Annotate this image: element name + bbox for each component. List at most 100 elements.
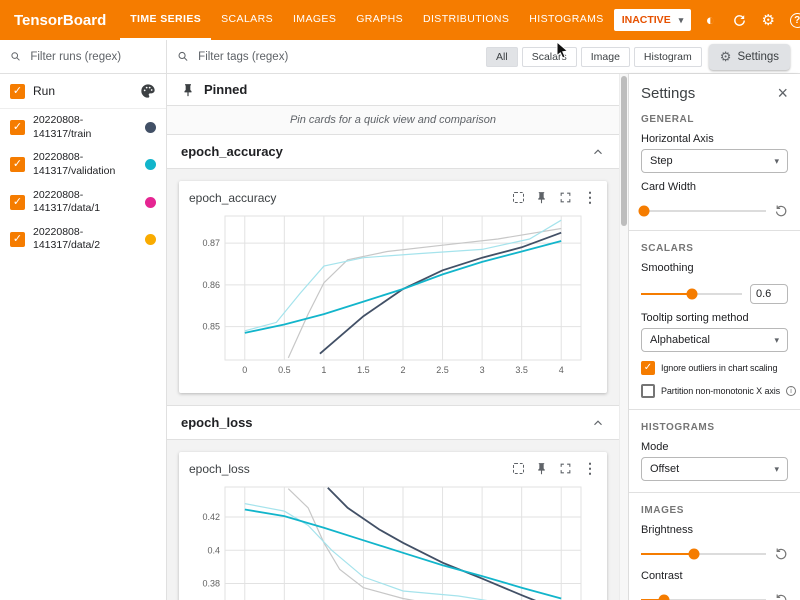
run-row-data2[interactable]: ✓ 20220808-141317/data/2 <box>0 221 166 258</box>
epoch-loss-chart[interactable]: 00.511.522.533.540.360.380.40.42 <box>189 481 589 600</box>
chevron-down-icon: ▾ <box>774 156 779 167</box>
run-checkbox[interactable]: ✓ <box>10 157 25 172</box>
run-checkbox[interactable]: ✓ <box>10 195 25 210</box>
smoothing-value-input[interactable] <box>750 284 788 304</box>
tab-scalars[interactable]: SCALARS <box>211 0 283 40</box>
refresh-icon[interactable] <box>729 10 749 30</box>
nav-tabs: TIME SERIES SCALARS IMAGES GRAPHS DISTRI… <box>120 0 613 40</box>
filter-tags-box <box>177 50 479 64</box>
section-title: epoch_loss <box>181 415 253 430</box>
section-body-epoch-accuracy: epoch_accuracy ⋮ 00.511.522.533.540.850.… <box>167 169 619 406</box>
svg-text:0.85: 0.85 <box>202 322 220 332</box>
chip-histogram[interactable]: Histogram <box>634 47 702 67</box>
tab-images[interactable]: IMAGES <box>283 0 346 40</box>
tooltip-sorting-label: Tooltip sorting method <box>641 312 788 324</box>
main-scrollbar[interactable] <box>619 74 628 600</box>
ignore-outliers-checkbox[interactable]: ✓ <box>641 361 655 375</box>
run-checkbox[interactable]: ✓ <box>10 232 25 247</box>
chip-scalars[interactable]: Scalars <box>522 47 577 67</box>
gear-icon[interactable]: ⚙ <box>758 10 778 30</box>
card-width-slider[interactable] <box>641 210 766 212</box>
tooltip-sorting-select[interactable]: Alphabetical ▾ <box>641 328 788 352</box>
chip-image[interactable]: Image <box>581 47 630 67</box>
reload-status-dropdown[interactable]: INACTIVE ▾ <box>614 9 692 31</box>
horizontal-axis-select[interactable]: Step ▾ <box>641 149 788 173</box>
svg-text:0.38: 0.38 <box>202 579 220 589</box>
brightness-slider[interactable] <box>641 553 766 555</box>
run-checkbox[interactable]: ✓ <box>10 120 25 135</box>
chevron-down-icon: ▾ <box>679 15 684 26</box>
info-icon[interactable]: i <box>786 386 796 396</box>
fit-domain-icon[interactable] <box>513 192 524 203</box>
runs-select-all-checkbox[interactable]: ✓ <box>10 84 25 99</box>
close-icon[interactable]: × <box>777 84 788 102</box>
filter-tags-input[interactable] <box>196 50 479 64</box>
svg-text:4: 4 <box>559 365 564 375</box>
svg-text:0: 0 <box>242 365 247 375</box>
tab-time-series[interactable]: TIME SERIES <box>120 0 211 40</box>
app-header: TensorBoard TIME SERIES SCALARS IMAGES G… <box>0 0 800 40</box>
filter-toolbar: All Scalars Image Histogram ⚙ Settings <box>0 40 800 74</box>
run-row-validation[interactable]: ✓ 20220808-141317/validation <box>0 146 166 183</box>
filter-runs-input[interactable] <box>28 50 156 64</box>
settings-button[interactable]: ⚙ Settings <box>709 44 790 70</box>
section-header-epoch-accuracy[interactable]: epoch_accuracy <box>167 135 619 169</box>
histogram-mode-select[interactable]: Offset ▾ <box>641 457 788 481</box>
runs-header-row: ✓ Run <box>0 74 166 109</box>
settings-section-scalars: SCALARS <box>641 243 788 254</box>
scrollbar-thumb[interactable] <box>621 76 627 226</box>
svg-text:0.4: 0.4 <box>207 545 220 555</box>
tab-histograms[interactable]: HISTOGRAMS <box>519 0 613 40</box>
partition-x-axis-checkbox[interactable] <box>641 384 655 398</box>
scalar-card-epoch-accuracy: epoch_accuracy ⋮ 00.511.522.533.540.850.… <box>179 181 607 393</box>
section-header-epoch-loss[interactable]: epoch_loss <box>167 406 619 440</box>
slider-thumb[interactable] <box>638 206 649 217</box>
svg-text:1.5: 1.5 <box>357 365 370 375</box>
slider-thumb[interactable] <box>688 549 699 560</box>
fullscreen-icon[interactable] <box>559 462 572 475</box>
divider <box>629 492 800 493</box>
slider-thumb[interactable] <box>686 289 697 300</box>
fit-domain-icon[interactable] <box>513 463 524 474</box>
chevron-up-icon[interactable] <box>591 145 605 159</box>
pinned-header: Pinned <box>167 74 619 106</box>
run-color-dot <box>145 159 156 170</box>
smoothing-slider[interactable] <box>641 293 742 295</box>
run-row-train[interactable]: ✓ 20220808-141317/train <box>0 109 166 146</box>
kebab-menu-icon[interactable]: ⋮ <box>583 460 597 477</box>
tab-distributions[interactable]: DISTRIBUTIONS <box>413 0 519 40</box>
pin-icon[interactable] <box>535 462 548 475</box>
slider-thumb[interactable] <box>658 595 669 600</box>
theme-toggle-icon[interactable]: ◐ <box>700 10 720 30</box>
chevron-up-icon[interactable] <box>591 416 605 430</box>
tab-graphs[interactable]: GRAPHS <box>346 0 413 40</box>
ignore-outliers-row[interactable]: ✓ Ignore outliers in chart scaling <box>641 361 788 375</box>
header-controls: INACTIVE ▾ ◐ ⚙ ? <box>614 9 800 31</box>
run-label: 20220808-141317/validation <box>33 151 137 178</box>
palette-icon[interactable] <box>140 83 156 99</box>
settings-panel-title: Settings <box>641 85 695 102</box>
pin-icon[interactable] <box>535 191 548 204</box>
card-title: epoch_loss <box>189 462 250 476</box>
section-body-epoch-loss: epoch_loss ⋮ 00.511.522.533.540.360.380.… <box>167 440 619 600</box>
reset-icon[interactable] <box>774 547 788 561</box>
reset-icon[interactable] <box>774 204 788 218</box>
help-icon[interactable]: ? <box>787 10 800 30</box>
kebab-menu-icon[interactable]: ⋮ <box>583 189 597 206</box>
run-color-dot <box>145 197 156 208</box>
svg-text:3.5: 3.5 <box>515 365 528 375</box>
epoch-accuracy-chart[interactable]: 00.511.522.533.540.850.860.87 <box>189 210 589 380</box>
svg-text:0.42: 0.42 <box>202 512 220 522</box>
runs-sidebar: ✓ Run ✓ 20220808-141317/train ✓ 20220808… <box>0 74 167 600</box>
card-width-label: Card Width <box>641 181 788 193</box>
reset-icon[interactable] <box>774 593 788 600</box>
svg-text:2: 2 <box>400 365 405 375</box>
tensorboard-app: TensorBoard TIME SERIES SCALARS IMAGES G… <box>0 0 800 600</box>
partition-x-axis-row[interactable]: Partition non-monotonic X axis i <box>641 384 788 398</box>
fullscreen-icon[interactable] <box>559 191 572 204</box>
run-label: 20220808-141317/train <box>33 114 137 141</box>
run-row-data1[interactable]: ✓ 20220808-141317/data/1 <box>0 184 166 221</box>
chip-all[interactable]: All <box>486 47 518 67</box>
card-header: epoch_accuracy ⋮ <box>189 187 597 210</box>
run-label: 20220808-141317/data/1 <box>33 189 137 216</box>
